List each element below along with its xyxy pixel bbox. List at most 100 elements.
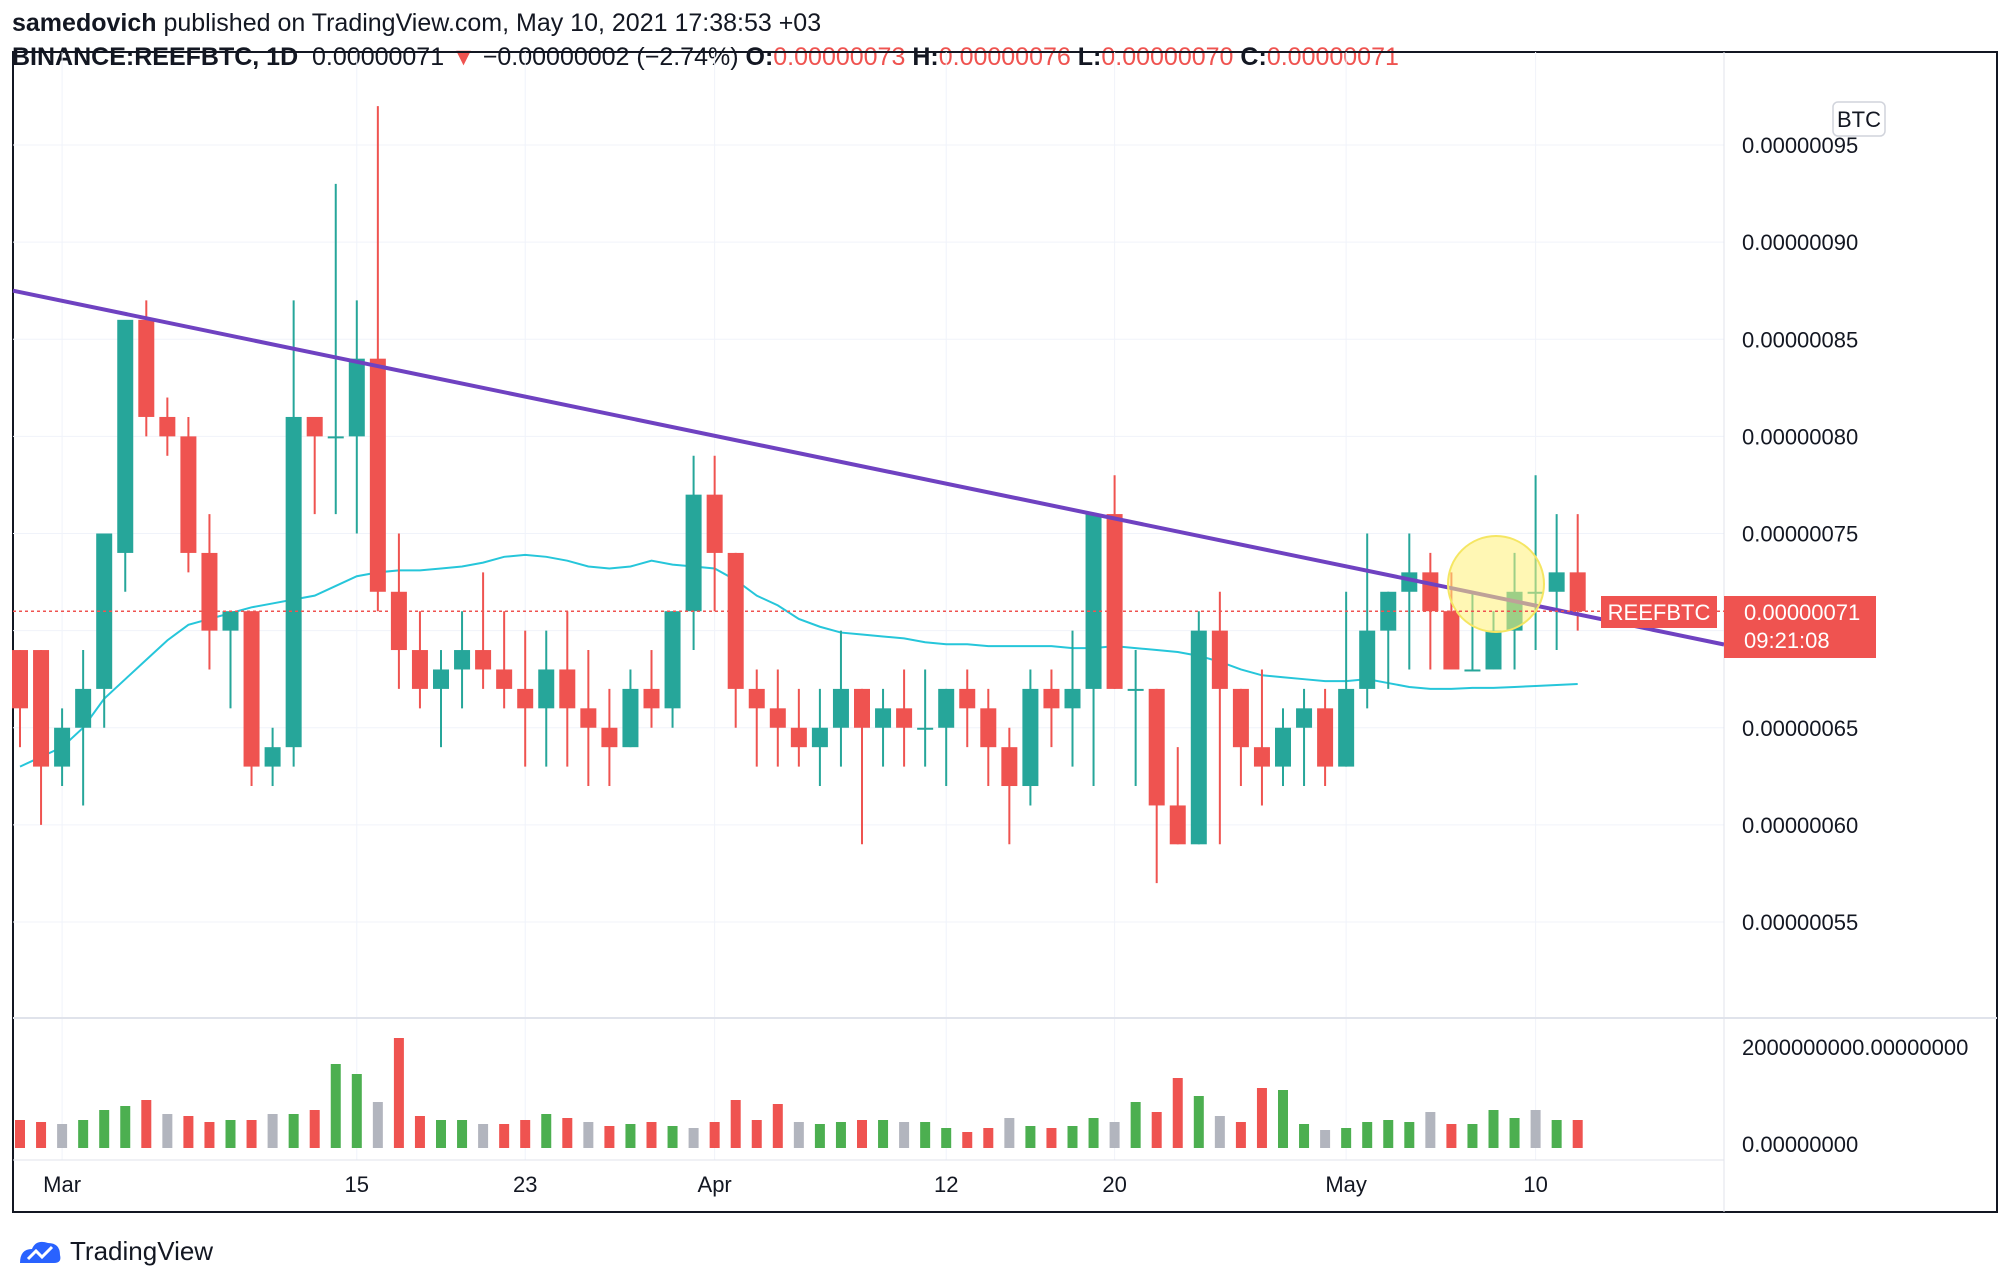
volume-bar: [1130, 1102, 1141, 1148]
volume-bar: [1214, 1116, 1225, 1148]
time-tick-label: 15: [345, 1172, 369, 1197]
volume-bar: [1362, 1122, 1373, 1148]
candle-body: [854, 688, 870, 728]
volume-bars: [15, 1038, 1583, 1148]
candle-body: [1338, 688, 1355, 767]
volume-bar: [1256, 1088, 1267, 1148]
volume-bar: [1235, 1122, 1246, 1148]
volume-bar: [1278, 1090, 1288, 1148]
time-axis: Mar 15 23 Apr 12 20 May 10: [43, 1172, 1548, 1197]
candle-body: [12, 650, 28, 709]
candle-body: [875, 708, 892, 728]
volume-bar: [288, 1114, 299, 1148]
volume-bar: [1572, 1120, 1583, 1148]
time-tick-label: 10: [1523, 1172, 1547, 1197]
candle-body: [475, 650, 492, 670]
price-tick-label: 0.00000065: [1742, 716, 1858, 741]
volume-bar: [1067, 1126, 1078, 1148]
close-value: 0.00000071: [1266, 43, 1399, 71]
candle-body: [180, 436, 197, 553]
candle-body: [664, 611, 681, 709]
volume-bar: [351, 1074, 362, 1148]
candle-body: [1443, 611, 1460, 670]
volume-bar: [1193, 1096, 1204, 1148]
trendline-segment: [12, 288, 1725, 647]
volume-bar: [857, 1120, 867, 1148]
candle-body: [1548, 572, 1565, 592]
time-tick-label: 12: [934, 1172, 958, 1197]
volume-bar: [541, 1114, 552, 1148]
footer-brand[interactable]: TradingView: [16, 1236, 213, 1267]
candle-body: [433, 669, 449, 689]
candle-body: [222, 611, 239, 631]
highlight-circle: [1447, 535, 1545, 633]
candle-body: [327, 436, 344, 439]
low-value: 0.00000070: [1101, 43, 1234, 71]
candle-body: [1422, 572, 1439, 612]
volume-bar: [793, 1122, 804, 1148]
tradingview-logo-icon: [20, 1241, 61, 1263]
volume-bar: [1320, 1130, 1331, 1148]
volume-bar: [372, 1102, 383, 1148]
candle-body: [538, 669, 555, 709]
candle-body: [685, 494, 702, 612]
candle-body: [1253, 747, 1270, 767]
volume-tick-label: 0.00000000: [1742, 1132, 1858, 1157]
symbol-line: BINANCE:REEFBTC, 1D 0.00000071 ▼ −0.0000…: [12, 42, 1992, 72]
volume-bar: [246, 1120, 257, 1148]
time-tick-label: 23: [513, 1172, 537, 1197]
price-label-box: [1724, 596, 1876, 658]
volume-bar: [225, 1120, 236, 1148]
candle-body: [1043, 688, 1060, 709]
currency-badge-text: BTC: [1837, 107, 1881, 132]
price-tick-label: 0.00000090: [1742, 230, 1858, 255]
candle-body: [580, 708, 597, 728]
ma-line: [19, 553, 1578, 768]
candle-body: [1211, 630, 1228, 689]
candle-body: [348, 358, 365, 437]
volume-bar: [99, 1110, 110, 1148]
candle-body: [1464, 669, 1481, 672]
trendline[interactable]: [12, 288, 1725, 647]
volume-bar: [457, 1120, 468, 1148]
candle-body: [159, 416, 176, 437]
candle-body: [1190, 630, 1207, 845]
time-tick-label: Apr: [698, 1172, 732, 1197]
volume-bar: [309, 1110, 320, 1148]
volume-bar: [751, 1120, 762, 1148]
volume-bar: [1172, 1078, 1183, 1148]
volume-bar: [730, 1100, 741, 1148]
volume-bar: [1046, 1128, 1057, 1148]
volume-bar: [183, 1116, 194, 1148]
open-value: 0.00000073: [773, 43, 906, 71]
author-name[interactable]: samedovich: [12, 9, 157, 37]
candle-body: [138, 319, 155, 417]
candle-body: [369, 358, 386, 592]
candle-body: [201, 552, 218, 631]
price-label-countdown: 09:21:08: [1744, 628, 1830, 653]
candle-body: [390, 591, 407, 651]
candle-body: [454, 650, 471, 670]
price-tick-label: 0.00000055: [1742, 910, 1858, 935]
volume-bar: [1425, 1112, 1436, 1148]
symbol-label[interactable]: BINANCE:REEFBTC, 1D: [12, 43, 299, 71]
volume-bar: [646, 1122, 657, 1148]
volume-bar: [1551, 1120, 1562, 1148]
currency-badge[interactable]: BTC: [1832, 101, 1886, 137]
volume-bar: [941, 1128, 952, 1148]
volume-bar: [1151, 1112, 1162, 1148]
chart-header: samedovich published on TradingView.com,…: [12, 8, 1992, 72]
candle-body: [938, 688, 955, 728]
time-tick-label: May: [1325, 1172, 1367, 1197]
candle-body: [1296, 708, 1313, 728]
volume-bar: [1109, 1122, 1120, 1148]
volume-bar: [1404, 1122, 1415, 1148]
moving-average: [19, 553, 1578, 768]
volume-bar: [1467, 1124, 1478, 1148]
volume-bar: [814, 1124, 825, 1148]
volume-bar: [604, 1126, 615, 1148]
candle-body: [1485, 630, 1502, 670]
price-axis: 0.000000550.000000600.000000650.00000070…: [1742, 133, 1968, 1157]
volume-bar: [688, 1128, 699, 1148]
